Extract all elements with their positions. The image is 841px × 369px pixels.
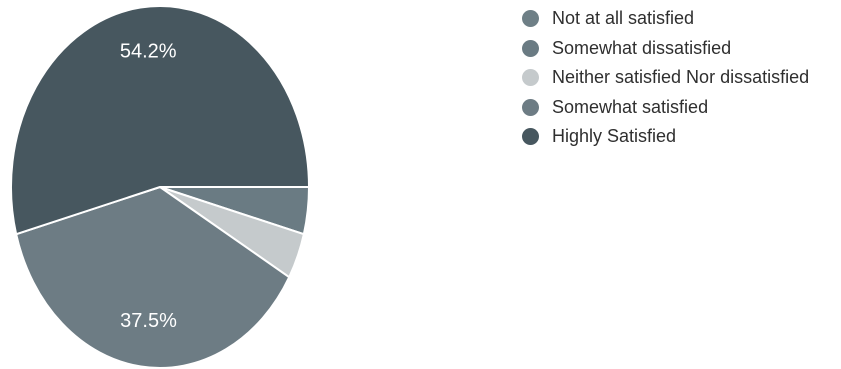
pie-slice-highly-satisfied [10, 5, 311, 236]
legend-swatch-somewhat-dissatisfied [522, 39, 539, 57]
legend-label-neither: Neither satisfied Nor dissatisfied [552, 67, 810, 88]
legend-item-neither: Neither satisfied Nor dissatisfied [522, 63, 809, 93]
legend-swatch-not-at-all-satisfied [522, 10, 539, 28]
legend-item-somewhat-satisfied: Somewhat satisfied [522, 93, 809, 123]
legend-label-not-at-all-satisfied: Not at all satisfied [552, 8, 695, 29]
legend-label-highly-satisfied: Highly Satisfied [552, 126, 677, 147]
legend-swatch-highly-satisfied [522, 128, 539, 146]
legend-item-somewhat-dissatisfied: Somewhat dissatisfied [522, 34, 809, 64]
legend-label-somewhat-dissatisfied: Somewhat dissatisfied [552, 37, 732, 58]
legend: Not at all satisfied Somewhat dissatisfi… [522, 4, 809, 152]
legend-item-highly-satisfied: Highly Satisfied [522, 122, 809, 152]
data-label-highly-satisfied: 54.2% [120, 41, 177, 63]
legend-label-somewhat-satisfied: Somewhat satisfied [552, 96, 709, 117]
legend-swatch-somewhat-satisfied [522, 98, 539, 116]
legend-swatch-neither [522, 69, 539, 87]
legend-item-not-at-all-satisfied: Not at all satisfied [522, 4, 809, 34]
pie-slice-somewhat-satisfied [14, 185, 291, 369]
data-label-somewhat-satisfied: 37.5% [120, 310, 177, 332]
